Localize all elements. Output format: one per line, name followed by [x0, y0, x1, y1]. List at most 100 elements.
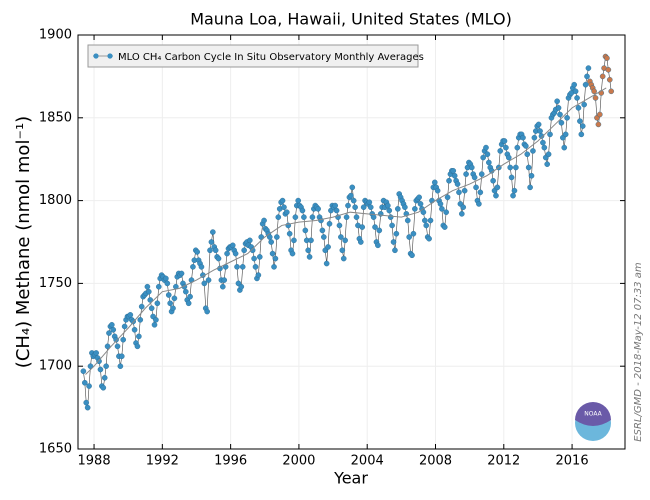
data-point [256, 254, 263, 260]
data-point [554, 98, 560, 105]
data-point [279, 197, 286, 204]
data-point [359, 224, 366, 230]
data-point [454, 181, 461, 187]
data-point [420, 209, 427, 215]
data-point [409, 252, 415, 259]
data-point [463, 171, 469, 177]
data-point [427, 217, 434, 224]
data-point [545, 151, 552, 158]
data-point [385, 202, 391, 209]
data-point [511, 187, 518, 194]
data-point [194, 249, 200, 255]
y-tick-label: 1850 [39, 110, 72, 125]
data-point [561, 144, 568, 151]
data-point [93, 350, 99, 356]
data-point [523, 143, 529, 149]
data-point [103, 363, 109, 370]
data-point [478, 171, 485, 177]
data-point [215, 255, 222, 262]
data-point [584, 73, 590, 80]
data-point [501, 138, 508, 144]
data-point [204, 308, 210, 315]
data-point [306, 254, 313, 260]
data-point [340, 255, 347, 262]
data-point [101, 374, 108, 381]
data-point [389, 222, 395, 229]
data-point [531, 134, 538, 141]
data-point [395, 206, 401, 212]
data-point [106, 330, 112, 336]
data-point [269, 250, 276, 257]
data-point [86, 383, 92, 389]
data-point [412, 206, 418, 212]
data-point [286, 230, 293, 237]
data-point [332, 202, 338, 209]
data-point [520, 134, 526, 141]
data-point [121, 323, 128, 330]
data-point [480, 154, 486, 161]
data-point [353, 214, 360, 220]
data-point [229, 242, 236, 249]
logo-top [575, 402, 611, 426]
data-point [221, 277, 228, 283]
legend-label: MLO CH₄ Carbon Cycle In Situ Observatory… [118, 52, 424, 63]
data-point [370, 214, 377, 220]
x-tick-label: 1992 [146, 454, 179, 469]
data-point [326, 220, 333, 227]
data-point [224, 250, 230, 257]
data-point [284, 209, 290, 215]
data-point [190, 264, 196, 270]
y-tick-label: 1900 [39, 28, 72, 43]
x-tick-label: 2016 [556, 454, 589, 469]
data-point [376, 227, 383, 234]
legend-marker [93, 53, 99, 59]
data-point [390, 239, 397, 245]
data-point [387, 214, 394, 220]
legend-marker [107, 53, 113, 59]
data-point [507, 164, 513, 171]
side-note: ESRL/GMD - 2018-May-12 07:33 am [633, 262, 644, 442]
data-point [528, 172, 535, 179]
data-point [183, 288, 189, 295]
data-point [134, 343, 141, 350]
data-point [144, 283, 151, 290]
y-tick-label: 1800 [39, 193, 72, 208]
data-point [100, 384, 107, 391]
data-point [178, 270, 185, 277]
data-point [205, 277, 212, 283]
data-point [386, 207, 393, 214]
data-point [241, 247, 247, 254]
data-point [406, 234, 412, 240]
data-point [247, 237, 253, 244]
data-point [564, 115, 570, 121]
data-point [402, 204, 408, 211]
data-point [473, 184, 479, 191]
data-point [494, 184, 501, 191]
data-point [336, 222, 343, 229]
data-point [456, 189, 462, 196]
data-point [360, 204, 367, 211]
data-point [148, 305, 155, 312]
data-point [261, 217, 267, 224]
data-point [163, 275, 169, 282]
data-point [595, 121, 602, 128]
data-point [350, 197, 357, 204]
logo-text: NOAA [584, 411, 602, 418]
data-point [423, 222, 430, 229]
data-point [249, 247, 256, 254]
data-point [323, 260, 330, 267]
data-point [319, 227, 326, 234]
data-point [201, 280, 208, 287]
data-point [309, 214, 316, 220]
data-point [375, 242, 381, 249]
data-point [292, 214, 299, 220]
data-point [483, 144, 489, 151]
data-point [352, 204, 358, 211]
data-point [460, 204, 467, 211]
x-tick-label: 1988 [78, 454, 111, 469]
data-point [81, 379, 88, 386]
data-point [514, 144, 521, 151]
data-point [308, 237, 314, 244]
plot-frame [77, 34, 626, 450]
